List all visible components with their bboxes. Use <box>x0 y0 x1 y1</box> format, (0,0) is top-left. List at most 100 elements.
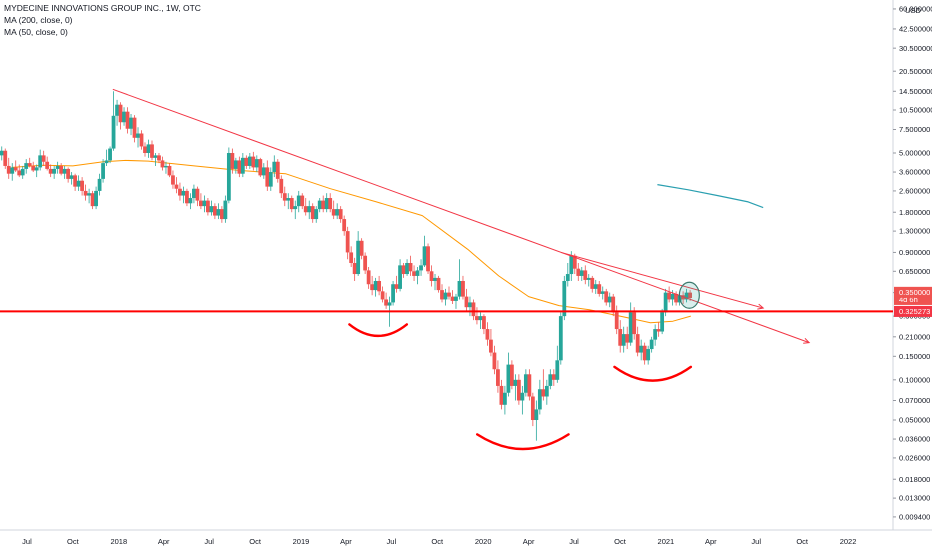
candle-body-down <box>310 206 315 220</box>
candle-body-down <box>464 296 469 308</box>
candle-body-up <box>443 292 448 300</box>
candle-body-down <box>132 117 137 138</box>
candle-body-up <box>272 161 277 173</box>
left-shoulder-arc[interactable] <box>348 323 409 337</box>
price-tick-label: 1.300000 <box>899 227 930 236</box>
candle-body-down <box>73 175 78 187</box>
secondary-trendline[interactable] <box>560 251 764 309</box>
candle-body-up <box>548 374 553 386</box>
time-tick-label: Oct <box>67 537 80 546</box>
candle-body-up <box>223 200 228 220</box>
candle-body-down <box>178 188 182 196</box>
price-tick-label: 1.800000 <box>899 208 930 217</box>
head-arc[interactable] <box>475 433 570 451</box>
ma200-legend[interactable]: MA (200, close, 0) <box>4 15 73 25</box>
candle-body-down <box>282 193 287 201</box>
candle-body-up <box>586 277 591 280</box>
candle-body-up <box>240 157 245 174</box>
candle-body-down <box>258 159 263 176</box>
candle-body-up <box>202 200 207 207</box>
secondary-trendline-arrowhead <box>757 303 765 310</box>
price-tick-label: 0.036000 <box>899 435 930 444</box>
candle-body-down <box>635 334 640 353</box>
candle-body-up <box>621 334 626 346</box>
candle-body-up <box>0 150 4 156</box>
candle-body-down <box>160 160 165 168</box>
price-tick-label: 0.013000 <box>899 494 930 503</box>
price-tick-label: 0.900000 <box>899 248 930 257</box>
candle-body-down <box>27 163 32 166</box>
candle-body-up <box>209 206 214 213</box>
candle-body-down <box>489 339 493 353</box>
candle-body-down <box>576 268 581 276</box>
candle-body-up <box>153 155 158 158</box>
candle-body-down <box>48 168 53 174</box>
candle-body-down <box>352 262 357 275</box>
currency-label: USD <box>905 6 921 15</box>
candle-body-down <box>212 206 217 216</box>
pattern-annotations[interactable] <box>348 281 700 451</box>
candle-body-down <box>59 165 64 174</box>
candle-body-down <box>377 280 382 292</box>
candle-body-down <box>139 133 144 147</box>
price-tick-label: 0.026000 <box>899 454 930 463</box>
price-tag-label: 0.325273 <box>899 307 930 316</box>
breakout-highlight-circle[interactable] <box>678 281 700 309</box>
candle-body-up <box>356 240 361 275</box>
price-tick-label: 20.500000 <box>899 67 932 76</box>
candle-body-down <box>380 291 385 300</box>
time-axis[interactable]: Jul Oct 2018 Apr Jul Oct 2019 Apr Jul Oct 2020 Apr J… <box>22 537 856 546</box>
time-tick-label: 2021 <box>658 537 675 546</box>
candle-body-up <box>188 198 193 204</box>
candle-body-down <box>363 255 368 271</box>
candle-body-down <box>408 262 413 272</box>
candle-body-up <box>181 190 186 196</box>
main-trendline[interactable] <box>112 88 810 344</box>
main-trendline-arrowhead <box>803 337 811 344</box>
trendlines[interactable] <box>112 88 811 344</box>
candle-body-up <box>192 188 196 199</box>
candle-body-up <box>457 280 462 297</box>
candle-body-down <box>157 155 161 161</box>
candle-body-down <box>83 190 88 196</box>
candle-body-up <box>314 209 319 220</box>
candle-body-down <box>412 271 416 276</box>
right-shoulder-arc[interactable] <box>613 365 693 382</box>
symbol-title[interactable]: MYDECINE INNOVATIONS GROUP INC., 1W, OTC <box>4 3 201 13</box>
candle-body-up <box>628 312 633 343</box>
time-tick-label: 2019 <box>293 537 310 546</box>
candle-body-down <box>614 312 619 330</box>
candle-body-down <box>174 184 179 189</box>
price-tick-label: 0.100000 <box>899 375 930 384</box>
price-axis[interactable]: 60.000000 42.500000 30.500000 20.500000 14.5… <box>893 5 932 522</box>
candle-body-up <box>164 165 168 168</box>
candle-body-up <box>136 133 140 138</box>
candle-body-down <box>499 385 504 405</box>
candle-body-up <box>307 206 312 213</box>
candle-body-down <box>590 277 595 289</box>
price-tick-label: 0.070000 <box>899 396 930 405</box>
ma50-legend[interactable]: MA (50, close, 0) <box>4 27 68 37</box>
candle-body-up <box>600 291 605 294</box>
candle-body-down <box>656 329 661 332</box>
candle-body-down <box>289 198 294 210</box>
candle-body-up <box>115 104 119 116</box>
time-tick-label: Apr <box>705 537 717 546</box>
time-tick-label: 2020 <box>475 537 492 546</box>
candle-body-up <box>254 159 259 168</box>
candle-body-up <box>324 198 329 210</box>
candle-body-up <box>62 168 67 174</box>
time-tick-label: Jul <box>22 537 32 546</box>
candle-body-down <box>303 206 308 213</box>
candle-body-up <box>468 302 472 308</box>
candle-body-up <box>579 270 584 276</box>
candle-body-down <box>527 374 532 397</box>
support-price-tag <box>894 305 932 317</box>
candle-body-up <box>317 200 322 210</box>
candle-body-down <box>516 379 521 401</box>
candle-body-up <box>649 339 654 350</box>
price-tick-label: 2.600000 <box>899 187 930 196</box>
candle-body-down <box>90 193 95 207</box>
candle-body-down <box>681 295 686 300</box>
